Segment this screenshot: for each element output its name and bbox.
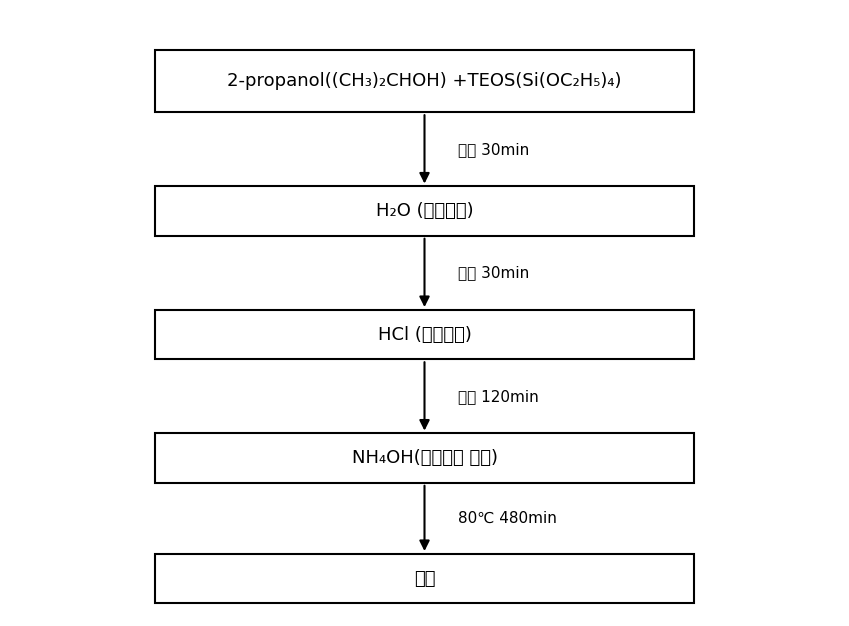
FancyBboxPatch shape — [155, 433, 694, 483]
FancyBboxPatch shape — [155, 554, 694, 603]
Text: NH₄OH(습윤게루 전이): NH₄OH(습윤게루 전이) — [351, 449, 498, 467]
Text: 교반 30min: 교반 30min — [458, 265, 530, 280]
FancyBboxPatch shape — [155, 187, 694, 236]
Text: H₂O (가수분해): H₂O (가수분해) — [376, 202, 473, 220]
FancyBboxPatch shape — [155, 310, 694, 359]
Text: HCl (축합반응): HCl (축합반응) — [378, 326, 471, 344]
Text: 교반 30min: 교반 30min — [458, 142, 530, 157]
Text: 숙성: 숙성 — [413, 570, 436, 588]
FancyBboxPatch shape — [155, 51, 694, 112]
Text: 2-propanol((CH₃)₂CHOH) +TEOS(Si(OC₂H₅)₄): 2-propanol((CH₃)₂CHOH) +TEOS(Si(OC₂H₅)₄) — [228, 73, 621, 90]
Text: 80℃ 480min: 80℃ 480min — [458, 511, 557, 526]
Text: 교반 120min: 교반 120min — [458, 389, 539, 404]
